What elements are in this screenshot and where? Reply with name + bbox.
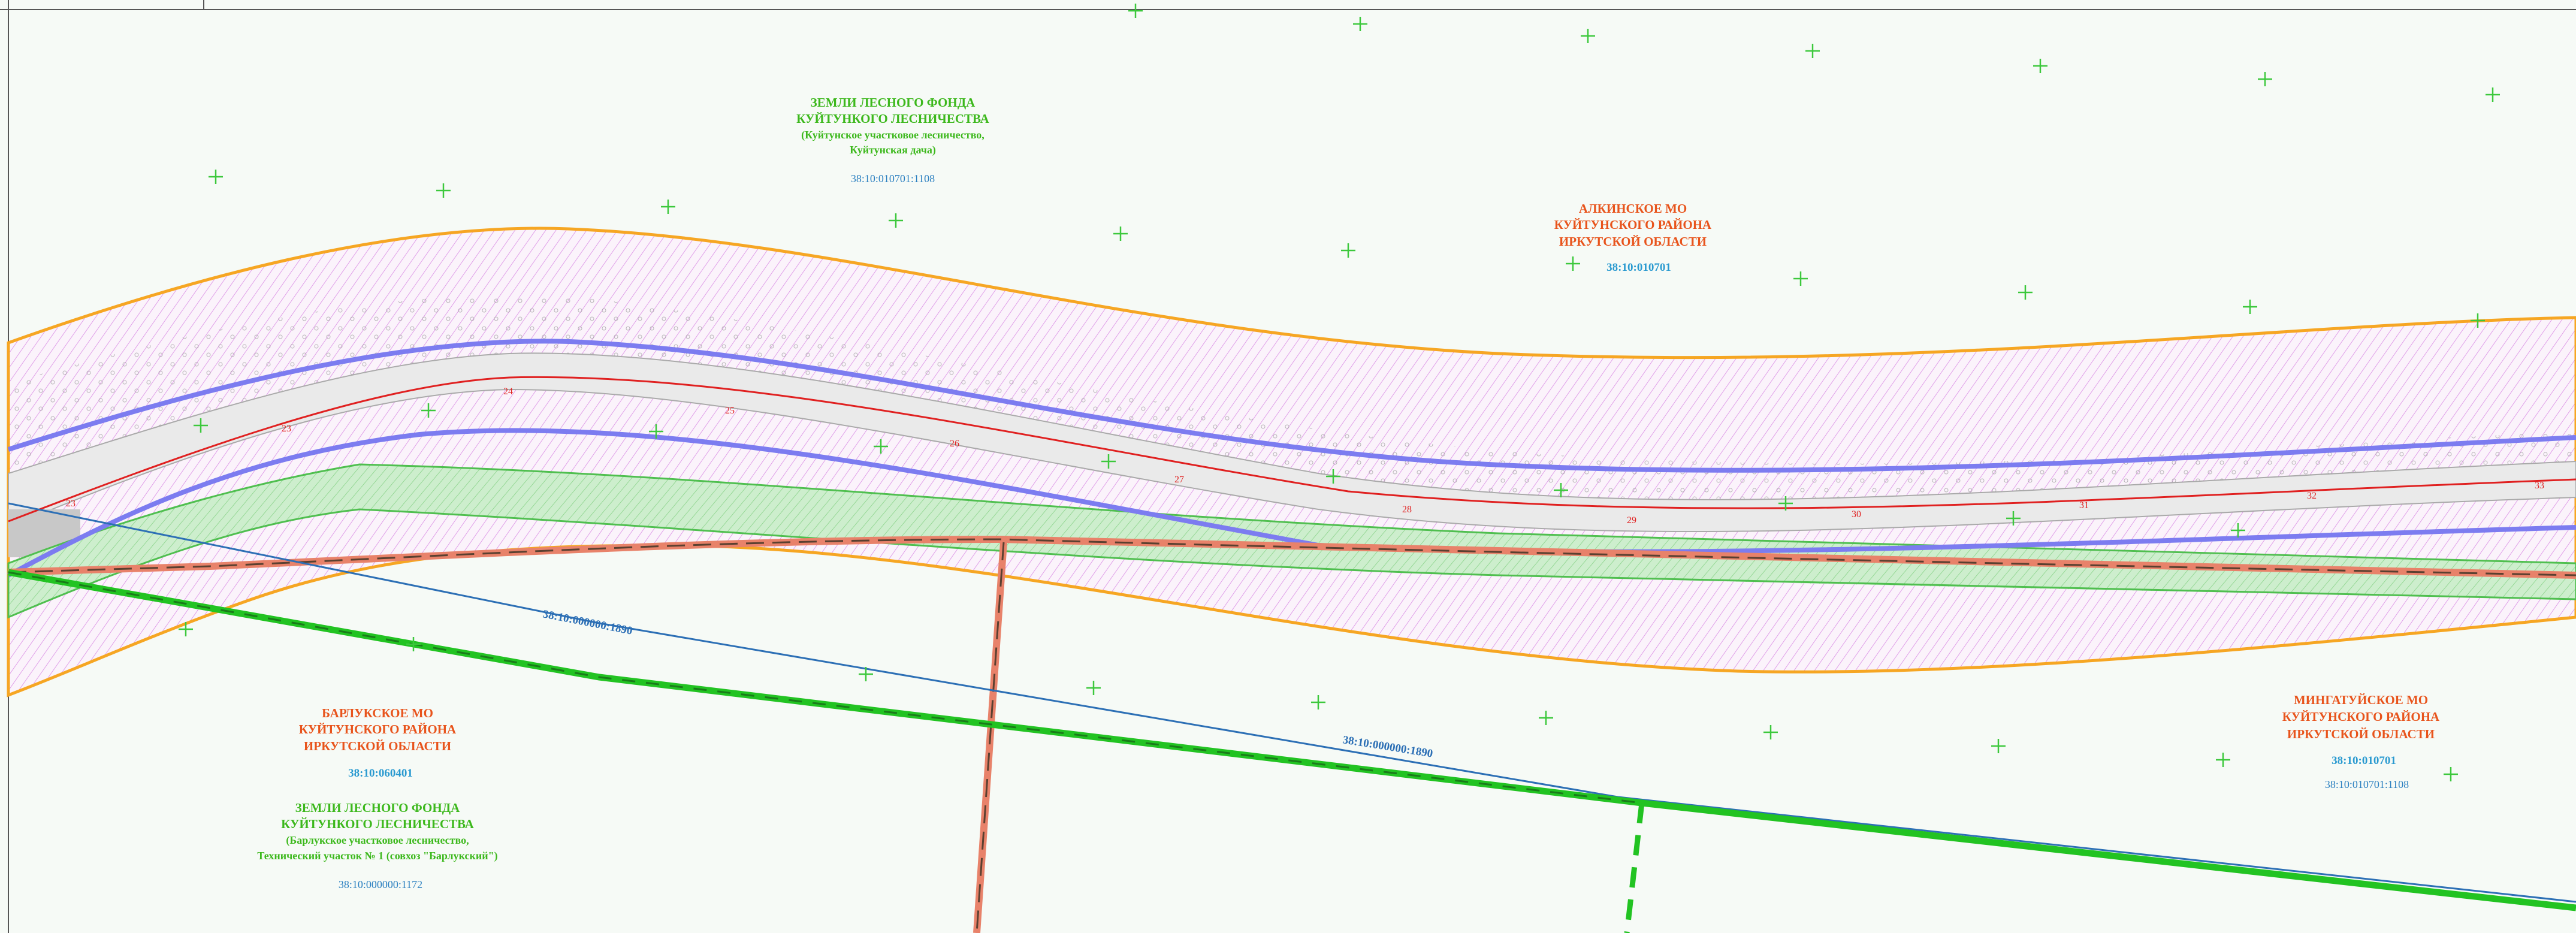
mingatuyskoe-label: МИНГАТУЙСКОЕ МО КУЙТУНСКОГО РАЙОНА ИРКУТ… bbox=[2282, 693, 2440, 790]
area-subtitle: Куйтунская дача) bbox=[850, 144, 936, 156]
road-body bbox=[8, 352, 2576, 533]
parcel-boundary bbox=[8, 502, 2576, 903]
picket-label: 32 bbox=[2307, 491, 2317, 501]
forest-land-bottom-label: ЗЕМЛИ ЛЕСНОГО ФОНДА КУЙТУНКОГО ЛЕСНИЧЕСТ… bbox=[257, 801, 497, 890]
area-title: ИРКУТСКОЙ ОБЛАСТИ bbox=[2287, 727, 2435, 741]
pipeline-axis bbox=[8, 538, 2576, 576]
picket-label: 24 bbox=[503, 387, 513, 397]
cadastral-number: 38:10:010701 bbox=[2332, 754, 2396, 767]
picket-label: 28 bbox=[1402, 505, 1412, 515]
forest-land-top-label: ЗЕМЛИ ЛЕСНОГО ФОНДА КУЙТУНКОГО ЛЕСНИЧЕСТ… bbox=[796, 95, 990, 185]
picket-label: 27 bbox=[1174, 475, 1184, 485]
area-title: КУЙТУНКОГО ЛЕСНИЧЕСТВА bbox=[281, 817, 475, 831]
area-title: КУЙТУНСКОГО РАЙОНА bbox=[2282, 709, 2440, 724]
picket-label: 25 bbox=[725, 406, 735, 416]
area-title: КУЙТУНСКОГО РАЙОНА bbox=[1554, 218, 1712, 232]
cadastral-number: 38:10:010701:1108 bbox=[2325, 778, 2409, 790]
picket-label: 29 bbox=[1627, 515, 1636, 526]
picket-labels: 23 23 24 25 26 27 28 29 30 31 32 33 bbox=[66, 387, 2544, 526]
area-title: МИНГАТУЙСКОЕ МО bbox=[2294, 693, 2428, 707]
area-title: ЗЕМЛИ ЛЕСНОГО ФОНДА bbox=[295, 801, 460, 815]
picket-label: 33 bbox=[2535, 481, 2544, 491]
barlukskoe-label: БАРЛУКСКОЕ МО КУЙТУНСКОГО РАЙОНА ИРКУТСК… bbox=[299, 706, 457, 780]
area-title: ЗЕМЛИ ЛЕСНОГО ФОНДА bbox=[811, 95, 976, 110]
area-title: БАРЛУКСКОЕ МО bbox=[322, 706, 433, 720]
forest-boundary-dashes bbox=[8, 571, 1642, 804]
buffer-line-lower bbox=[7, 428, 2576, 578]
road-axis bbox=[8, 376, 2576, 523]
area-subtitle: (Куйтунское участковое лесничество, bbox=[801, 129, 985, 141]
area-subtitle: (Барлукское участковое лесничество, bbox=[286, 834, 469, 847]
picket-label: 23 bbox=[66, 499, 76, 509]
area-subtitle: Технический участок № 1 (совхоз "Барлукс… bbox=[257, 850, 497, 862]
cadastral-number: 38:10:000000:1172 bbox=[339, 878, 422, 890]
picket-label: 30 bbox=[1852, 509, 1861, 520]
grid-crosses bbox=[179, 4, 2500, 781]
picket-label: 23 bbox=[282, 424, 291, 434]
area-title: КУЙТУНСКОГО РАЙОНА bbox=[299, 722, 457, 736]
cadastral-number: 38:10:060401 bbox=[348, 767, 413, 780]
picket-label: 31 bbox=[2079, 500, 2089, 511]
pipeline-branch-axis bbox=[976, 542, 1005, 933]
area-title: ИРКУТСКОЙ ОБЛАСТИ bbox=[304, 739, 451, 753]
area-title: АЛКИНСКОЕ МО bbox=[1579, 201, 1687, 216]
forest-boundary-branch bbox=[1624, 802, 1645, 933]
alkinskoe-label: АЛКИНСКОЕ МО КУЙТУНСКОГО РАЙОНА ИРКУТСКО… bbox=[1554, 201, 1712, 274]
cadastral-number: 38:10:010701:1108 bbox=[851, 173, 935, 185]
picket-label: 26 bbox=[950, 439, 959, 449]
area-title: КУЙТУНКОГО ЛЕСНИЧЕСТВА bbox=[796, 111, 990, 126]
cadastral-number: 38:10:010701 bbox=[1606, 261, 1671, 274]
buffer-line-upper bbox=[7, 339, 2576, 473]
area-title: ИРКУТСКОЙ ОБЛАСТИ bbox=[1559, 234, 1707, 249]
